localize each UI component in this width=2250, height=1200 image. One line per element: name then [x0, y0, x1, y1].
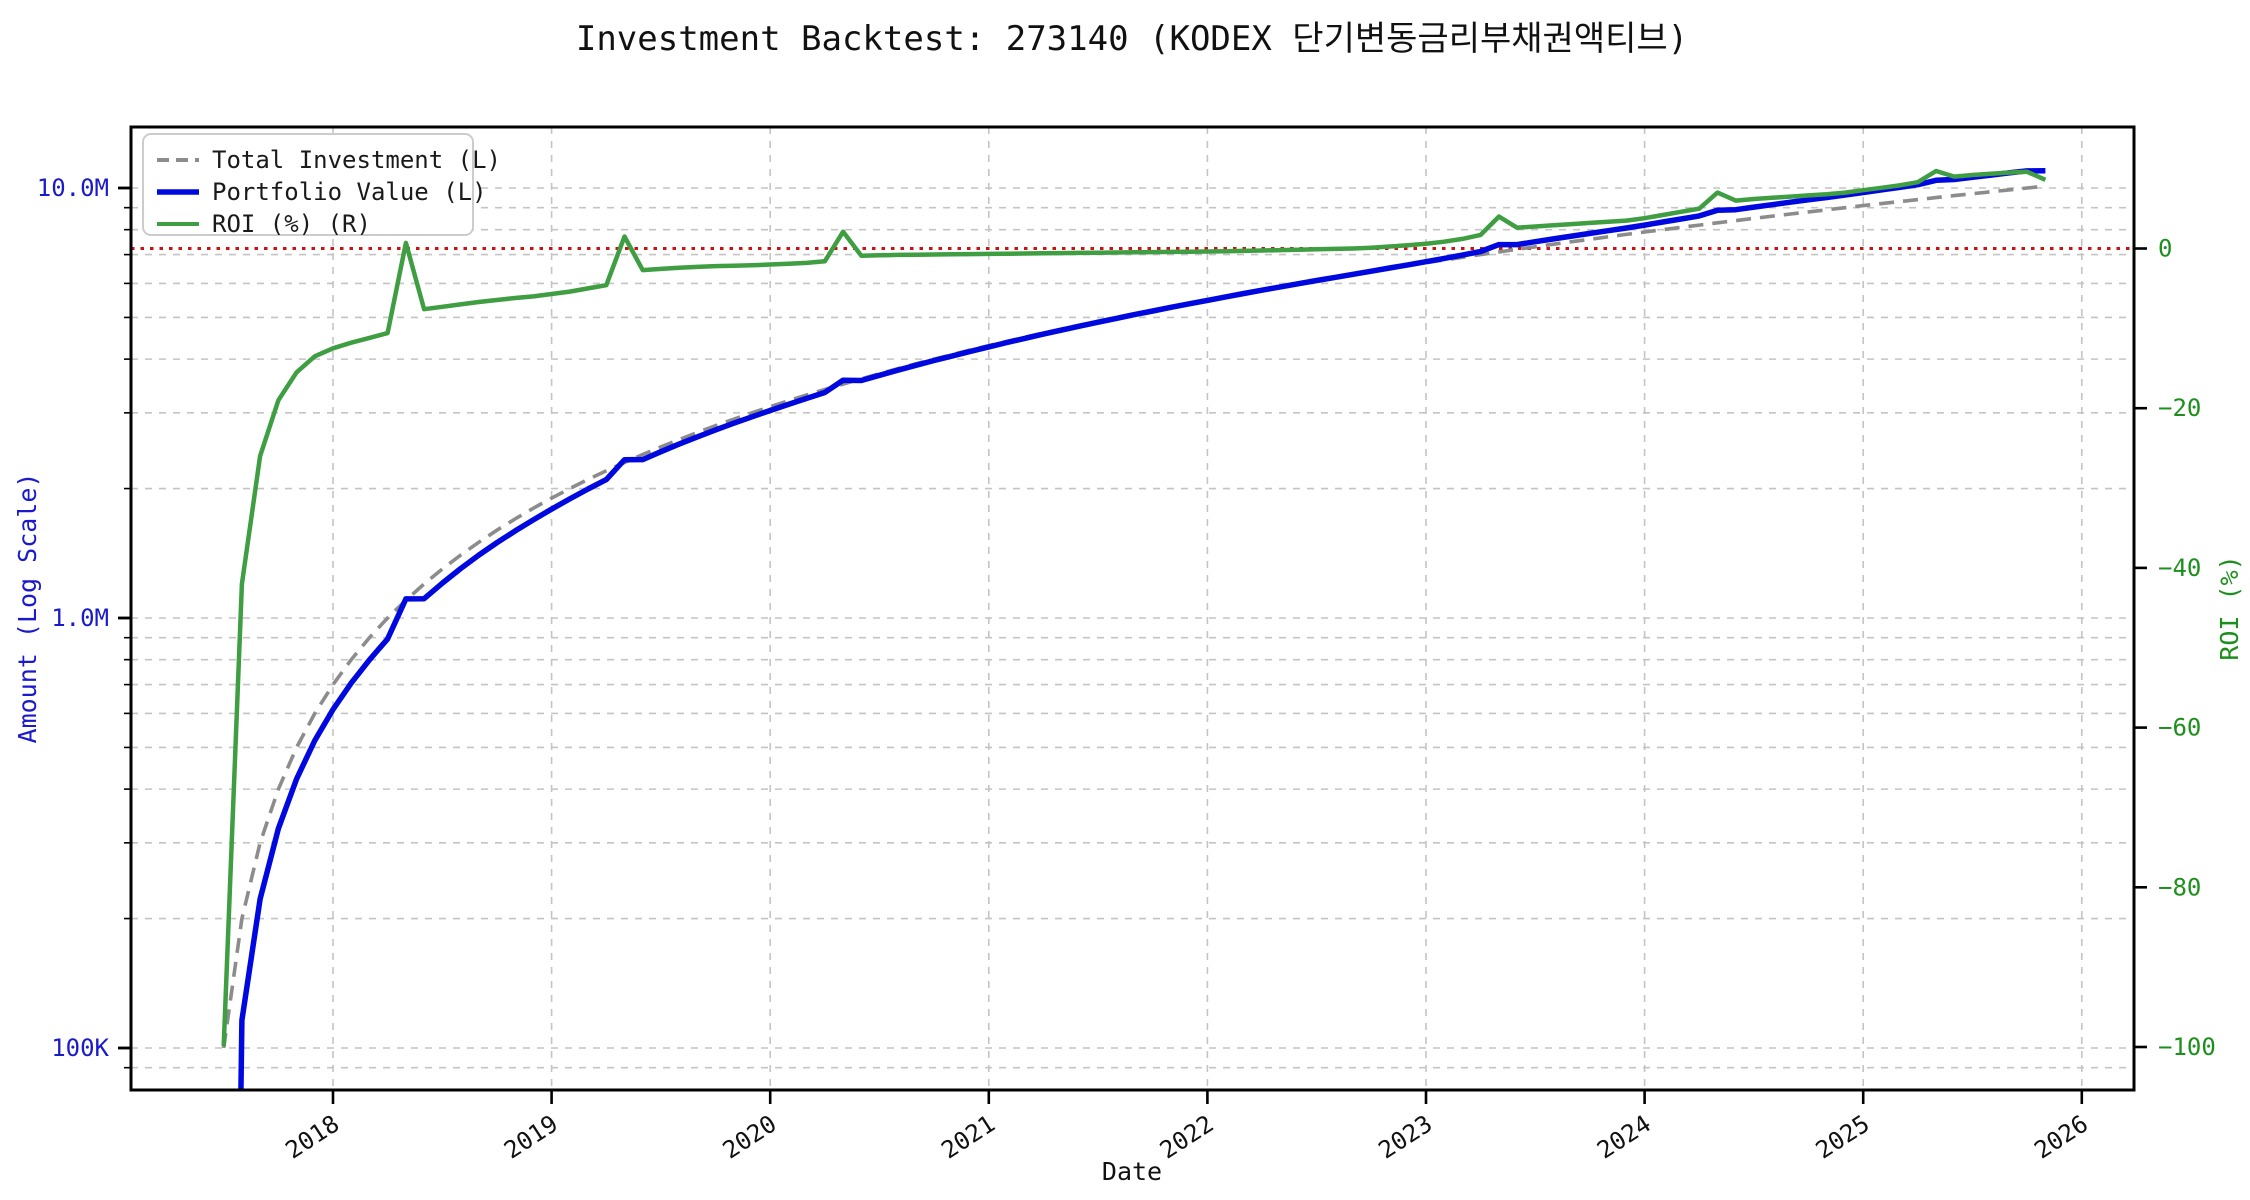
right-tick-label: −60: [2158, 714, 2201, 742]
x-tick-label: 2020: [718, 1110, 782, 1165]
legend-item: Total Investment (L): [157, 146, 501, 174]
series-layer: [221, 167, 2047, 1090]
left-tick-label: 100K: [51, 1034, 109, 1062]
right-tick-label: 0: [2158, 235, 2172, 263]
legend-item-label: Portfolio Value (L): [212, 178, 487, 206]
legend-item: Portfolio Value (L): [157, 178, 487, 206]
x-axis-title: Date: [1102, 1157, 1162, 1186]
x-tick-label: 2022: [1155, 1110, 1219, 1165]
left-tick-label: 1.0M: [51, 604, 109, 632]
right-tick-label: −80: [2158, 873, 2201, 901]
x-tick-label: 2019: [499, 1110, 563, 1165]
right-axis-title: ROI (%): [2215, 555, 2244, 660]
roi-line: [221, 168, 2047, 1047]
x-tick-label: 2023: [1374, 1110, 1438, 1165]
x-tick-label: 2025: [1811, 1110, 1875, 1165]
legend-item-label: Total Investment (L): [212, 146, 501, 174]
legend-item-label: ROI (%) (R): [212, 210, 371, 238]
portfolio-value-line: [238, 167, 2046, 1090]
plot-border: [129, 125, 2136, 1092]
right-tick-label: −40: [2158, 554, 2201, 582]
right-tick-label: −100: [2158, 1033, 2216, 1061]
legend-box: [142, 133, 474, 236]
x-tick-label: 2018: [281, 1110, 345, 1165]
gridlines: [131, 127, 2134, 1090]
plot-area: 100K 1.0M 10.0M 0 −20 −40 −60 −80 −100 2018 2019 20…: [37, 125, 2216, 1165]
left-tick-label: 10.0M: [37, 174, 109, 202]
x-tick-label: 2026: [2029, 1110, 2093, 1165]
total-investment-line: [221, 184, 2046, 1049]
chart-title: Investment Backtest: 273140 (KODEX 단기변동금…: [576, 19, 1688, 59]
legend-item: ROI (%) (R): [157, 210, 371, 238]
legend: Total Investment (L) Portfolio Value (L) R…: [142, 133, 501, 238]
x-tick-label: 2024: [1592, 1110, 1656, 1165]
left-axis-title: Amount (Log Scale): [13, 473, 42, 744]
right-tick-label: −20: [2158, 394, 2201, 422]
x-tick-label: 2021: [936, 1110, 1000, 1165]
